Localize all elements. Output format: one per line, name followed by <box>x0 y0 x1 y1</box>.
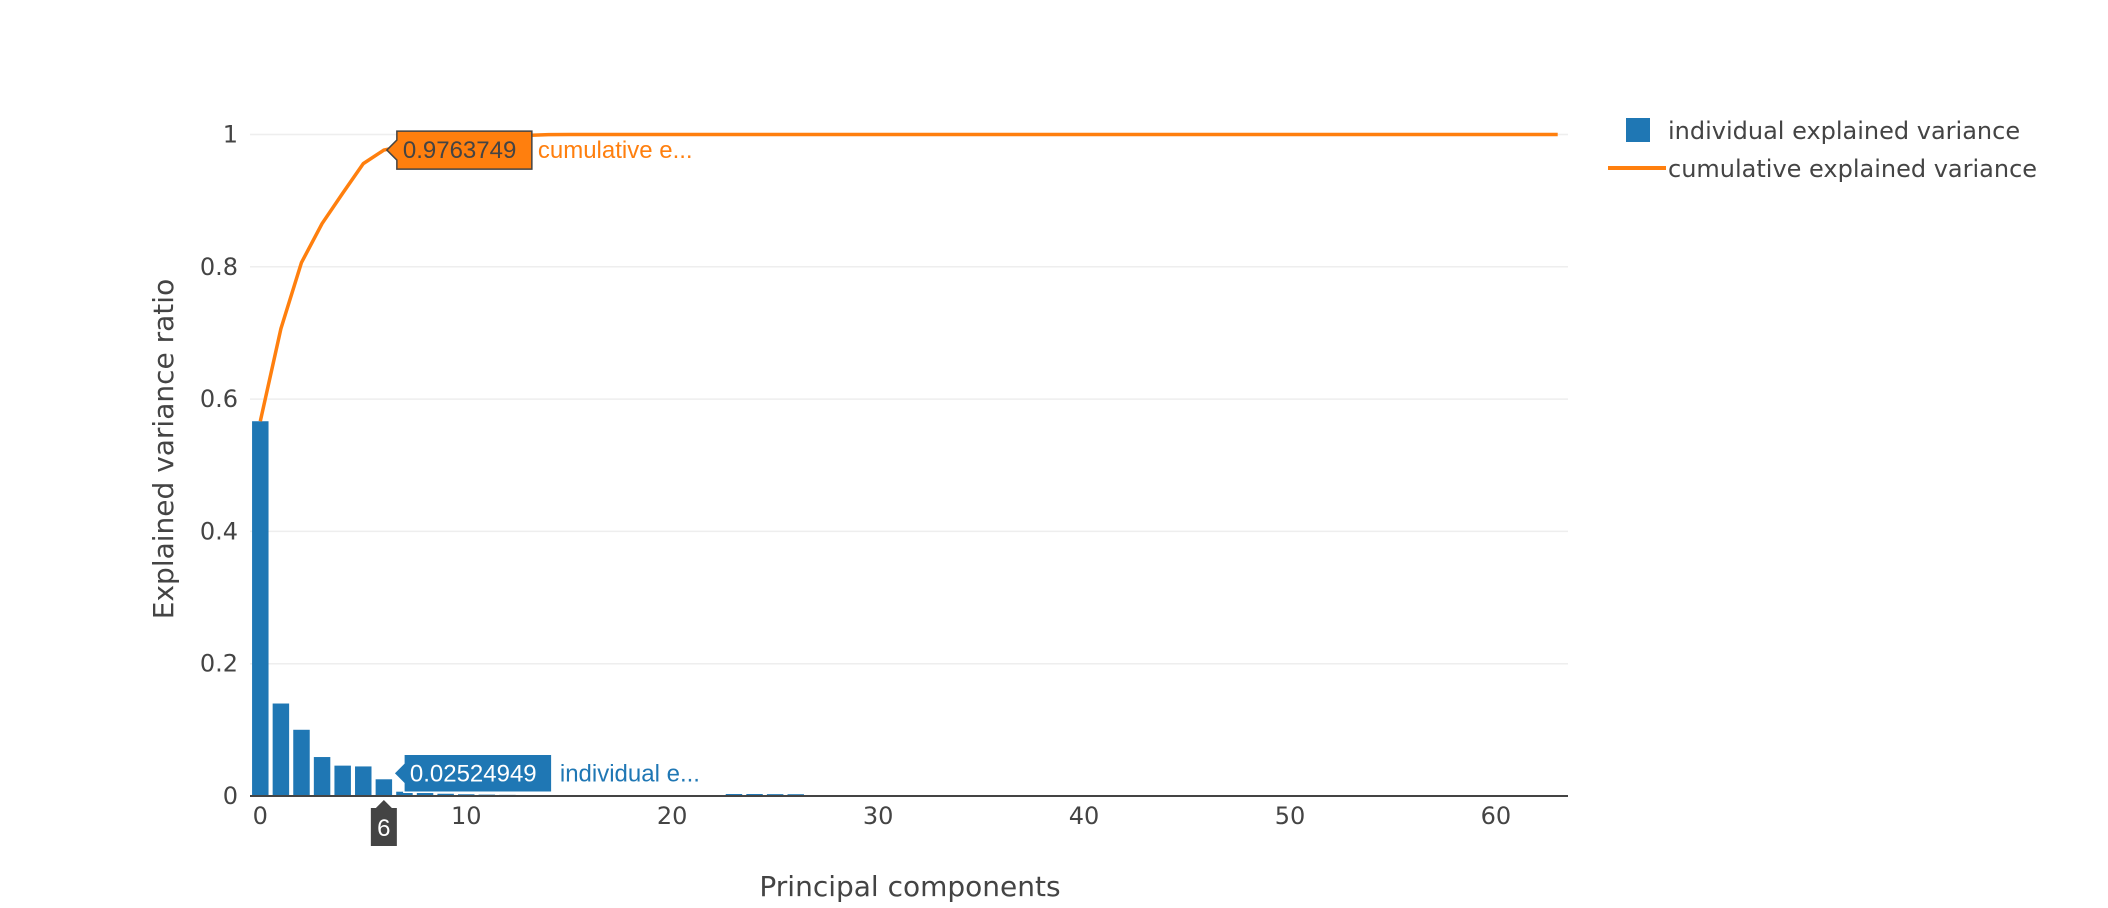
y-tick-label: 1 <box>223 120 238 148</box>
x-axis-ticks: 0 10 20 30 40 50 60 <box>253 802 1512 830</box>
hover-labels: 0.9763749 cumulative e... 0.02524949 ind… <box>370 130 700 846</box>
hover-line-name: cumulative e... <box>538 137 693 164</box>
bar[interactable] <box>313 757 331 796</box>
hover-x-value: 6 <box>377 815 390 842</box>
bar[interactable] <box>252 421 269 796</box>
legend-bar-swatch <box>1626 118 1650 142</box>
x-tick-label: 0 <box>253 802 268 830</box>
hover-bar-value: 0.02524949 <box>410 760 537 787</box>
hover-line-value: 0.9763749 <box>403 137 516 164</box>
y-axis-title: Explained variance ratio <box>147 279 180 619</box>
bar[interactable] <box>355 766 372 796</box>
hover-bar-box <box>392 753 553 794</box>
y-tick-label: 0 <box>223 782 238 810</box>
bar[interactable] <box>293 729 310 796</box>
bar[interactable] <box>334 765 351 796</box>
y-tick-label: 0.4 <box>200 517 238 545</box>
bar[interactable] <box>375 779 393 796</box>
x-tick-label: 30 <box>863 802 894 830</box>
x-tick-label: 40 <box>1069 802 1100 830</box>
bar[interactable] <box>396 791 413 796</box>
hover-line-box <box>385 130 533 170</box>
y-axis-ticks: 0 0.2 0.4 0.6 0.8 1 <box>200 120 238 810</box>
line-cumulative-explained-variance[interactable] <box>258 132 1558 422</box>
hover-x-label: 6 <box>370 800 397 846</box>
legend[interactable]: individual explained variance cumulative… <box>1608 117 2037 183</box>
y-tick-label: 0.6 <box>200 385 238 413</box>
legend-label-cumulative: cumulative explained variance <box>1668 155 2037 183</box>
bar[interactable] <box>416 793 434 796</box>
legend-label-individual: individual explained variance <box>1668 117 2020 145</box>
hover-x-box <box>370 800 397 846</box>
x-tick-label: 50 <box>1275 802 1306 830</box>
x-tick-label: 20 <box>657 802 688 830</box>
bar[interactable] <box>437 793 454 796</box>
x-axis-title: Principal components <box>759 870 1060 903</box>
grid-lines <box>250 133 1568 665</box>
x-tick-label: 10 <box>451 802 482 830</box>
bar[interactable] <box>272 703 290 796</box>
x-tick-label: 60 <box>1481 802 1512 830</box>
y-tick-label: 0.2 <box>200 650 238 678</box>
legend-item-cumulative[interactable]: cumulative explained variance <box>1608 155 2037 183</box>
line-path[interactable] <box>258 132 1558 422</box>
hover-bar-label: 0.02524949 individual e... <box>392 753 700 794</box>
y-tick-label: 0.8 <box>200 253 238 281</box>
bars-individual-explained-variance[interactable] <box>252 421 969 796</box>
legend-item-individual[interactable]: individual explained variance <box>1626 117 2020 145</box>
hover-line-label: 0.9763749 cumulative e... <box>385 130 693 170</box>
hover-bar-name: individual e... <box>560 760 700 787</box>
